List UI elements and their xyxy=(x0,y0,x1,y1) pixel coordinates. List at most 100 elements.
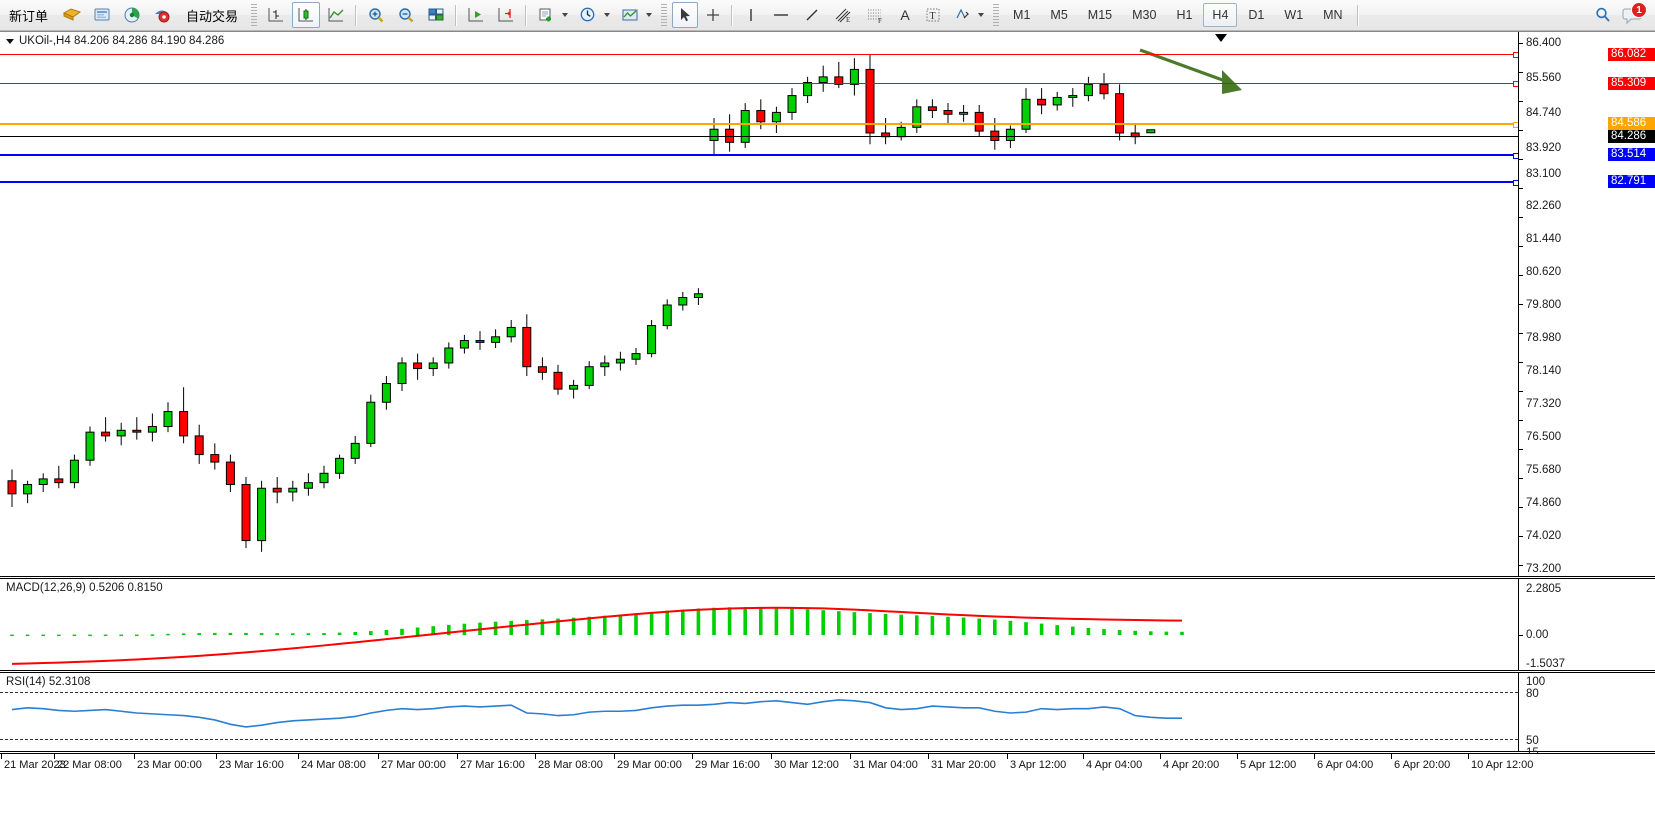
rsi-pane[interactable]: RSI(14) 52.3108 100 80 50 15 xyxy=(0,672,1655,759)
toolbar-grip-3[interactable] xyxy=(993,4,1000,26)
chart-shift-icon[interactable] xyxy=(492,2,520,28)
price-tick-2: 84.740 xyxy=(1526,107,1562,119)
line-chart-icon[interactable] xyxy=(322,2,350,28)
chevron-down-icon[interactable] xyxy=(562,13,569,17)
rsi-series xyxy=(11,699,1182,728)
objects-icon[interactable] xyxy=(948,2,988,28)
time-label-4: 24 Mar 08:00 xyxy=(301,759,366,771)
timeframe-mn[interactable]: MN xyxy=(1323,8,1343,22)
timeframe-m1[interactable]: M1 xyxy=(1013,8,1031,22)
svg-text:T: T xyxy=(930,11,936,22)
price-tick-1: 85.560 xyxy=(1526,72,1562,84)
price-tick-7: 80.620 xyxy=(1526,266,1562,278)
rsi-oversold-line xyxy=(0,739,1518,740)
market-watch-icon[interactable] xyxy=(118,2,146,28)
time-tick-16 xyxy=(1237,754,1238,759)
chevron-down-icon-3[interactable] xyxy=(646,13,653,17)
toolbar-separator xyxy=(355,4,358,26)
auto-scroll-icon[interactable] xyxy=(462,2,490,28)
timeframe-d1[interactable]: D1 xyxy=(1248,8,1265,22)
time-tick-19 xyxy=(1468,754,1469,759)
time-tick-1 xyxy=(54,754,55,759)
terminal-icon[interactable] xyxy=(88,2,116,28)
toolbar-grip-2[interactable] xyxy=(661,4,668,26)
periods-icon[interactable] xyxy=(574,2,614,28)
price-plot[interactable] xyxy=(0,32,1518,576)
time-tick-15 xyxy=(1160,754,1161,759)
collapse-triangle-icon[interactable] xyxy=(6,38,14,44)
search-icon[interactable] xyxy=(1591,3,1615,27)
toolbar-grip[interactable] xyxy=(251,4,258,26)
price-tag-85309[interactable]: 85.309 xyxy=(1608,77,1655,90)
time-axis[interactable]: 21 Mar 2023 22 Mar 08:00 23 Mar 00:00 23 Ma… xyxy=(0,753,1655,779)
auto-trading-button[interactable]: 自动交易 xyxy=(178,2,246,28)
text-label-icon[interactable]: T xyxy=(920,2,946,28)
horizontal-line-icon[interactable] xyxy=(766,2,796,28)
zoom-in-icon[interactable] xyxy=(362,2,390,28)
timeframe-w1[interactable]: W1 xyxy=(1284,8,1304,22)
timeframe-h1[interactable]: H1 xyxy=(1176,8,1193,22)
time-label-12: 31 Mar 20:00 xyxy=(931,759,996,771)
chevron-down-icon-2[interactable] xyxy=(604,13,611,17)
bar-chart-icon[interactable] xyxy=(262,2,290,28)
toolbar-separator-2 xyxy=(455,4,458,26)
price-tick-16: 73.200 xyxy=(1526,563,1562,575)
support-line-2[interactable] xyxy=(0,180,1518,186)
time-tick-4 xyxy=(298,754,299,759)
time-tick-12 xyxy=(928,754,929,759)
tile-windows-icon[interactable] xyxy=(422,2,450,28)
vertical-line-icon[interactable] xyxy=(738,2,764,28)
cursor-icon[interactable] xyxy=(672,2,699,28)
time-tick-17 xyxy=(1314,754,1315,759)
chart-area[interactable]: UKOil-,H4 84.206 84.286 84.190 84.286 xyxy=(0,31,1655,833)
macd-tick-0: 2.2805 xyxy=(1526,583,1562,595)
candlestick-chart-icon[interactable] xyxy=(292,2,321,28)
templates-icon[interactable] xyxy=(616,2,656,28)
time-label-8: 29 Mar 00:00 xyxy=(617,759,682,771)
time-tick-18 xyxy=(1391,754,1392,759)
resistance-line-2[interactable] xyxy=(0,81,1518,87)
price-tag-83514[interactable]: 83.514 xyxy=(1608,148,1655,161)
trendline-icon[interactable] xyxy=(798,2,826,28)
macd-pane[interactable]: MACD(12,26,9) 0.5206 0.8150 2.2805 0.00 … xyxy=(0,578,1655,671)
last-price-line xyxy=(0,136,1518,137)
price-tag-86082[interactable]: 86.082 xyxy=(1608,48,1655,61)
price-axis[interactable]: 86.400 85.560 84.740 83.920 83.100 82.26… xyxy=(1518,32,1655,576)
rsi-label: RSI(14) 52.3108 xyxy=(6,676,91,688)
price-tag-82791[interactable]: 82.791 xyxy=(1608,175,1655,188)
price-pane[interactable]: UKOil-,H4 84.206 84.286 84.190 84.286 xyxy=(0,31,1655,577)
zoom-out-icon[interactable] xyxy=(392,2,420,28)
fibonacci-retracement-icon[interactable]: F xyxy=(860,2,890,28)
resistance-line-1[interactable] xyxy=(0,52,1518,58)
rsi-plot[interactable] xyxy=(0,673,1518,751)
price-tag-84586[interactable]: 84.586 xyxy=(1608,117,1655,130)
new-order-icon[interactable] xyxy=(58,2,86,28)
indicators-icon[interactable] xyxy=(532,2,572,28)
text-icon[interactable]: A xyxy=(900,7,910,23)
time-tick-13 xyxy=(1007,754,1008,759)
macd-axis[interactable]: 2.2805 0.00 -1.5037 xyxy=(1518,579,1655,670)
rsi-axis[interactable]: 100 80 50 15 xyxy=(1518,673,1655,759)
new-order-button[interactable]: 新订单 xyxy=(1,2,56,28)
symbol-ohlc-label: UKOil-,H4 84.206 84.286 84.190 84.286 xyxy=(6,35,224,47)
expert-advisor-icon[interactable] xyxy=(148,2,176,28)
timeframe-m30[interactable]: M30 xyxy=(1132,8,1157,22)
time-label-9: 29 Mar 16:00 xyxy=(695,759,760,771)
timeframe-m15[interactable]: M15 xyxy=(1087,8,1113,22)
time-label-1: 22 Mar 08:00 xyxy=(57,759,122,771)
price-tick-15: 74.020 xyxy=(1526,530,1562,542)
main-toolbar: 新订单 自动交易 xyxy=(0,0,1655,31)
notification-icon[interactable]: 1 xyxy=(1621,2,1647,27)
price-tick-9: 78.980 xyxy=(1526,332,1562,344)
current-ask-line[interactable] xyxy=(0,122,1518,128)
time-tick-2 xyxy=(134,754,135,759)
macd-plot[interactable] xyxy=(0,579,1518,670)
chevron-down-icon-4[interactable] xyxy=(978,13,985,17)
timeframe-h4[interactable]: H4 xyxy=(1203,3,1238,27)
support-line-1[interactable] xyxy=(0,153,1518,159)
equidistant-channel-icon[interactable]: E xyxy=(828,2,858,28)
price-tick-11: 77.320 xyxy=(1526,398,1562,410)
price-tick-3: 83.920 xyxy=(1526,142,1562,154)
crosshair-icon[interactable] xyxy=(700,2,726,28)
timeframe-m5[interactable]: M5 xyxy=(1050,8,1068,22)
